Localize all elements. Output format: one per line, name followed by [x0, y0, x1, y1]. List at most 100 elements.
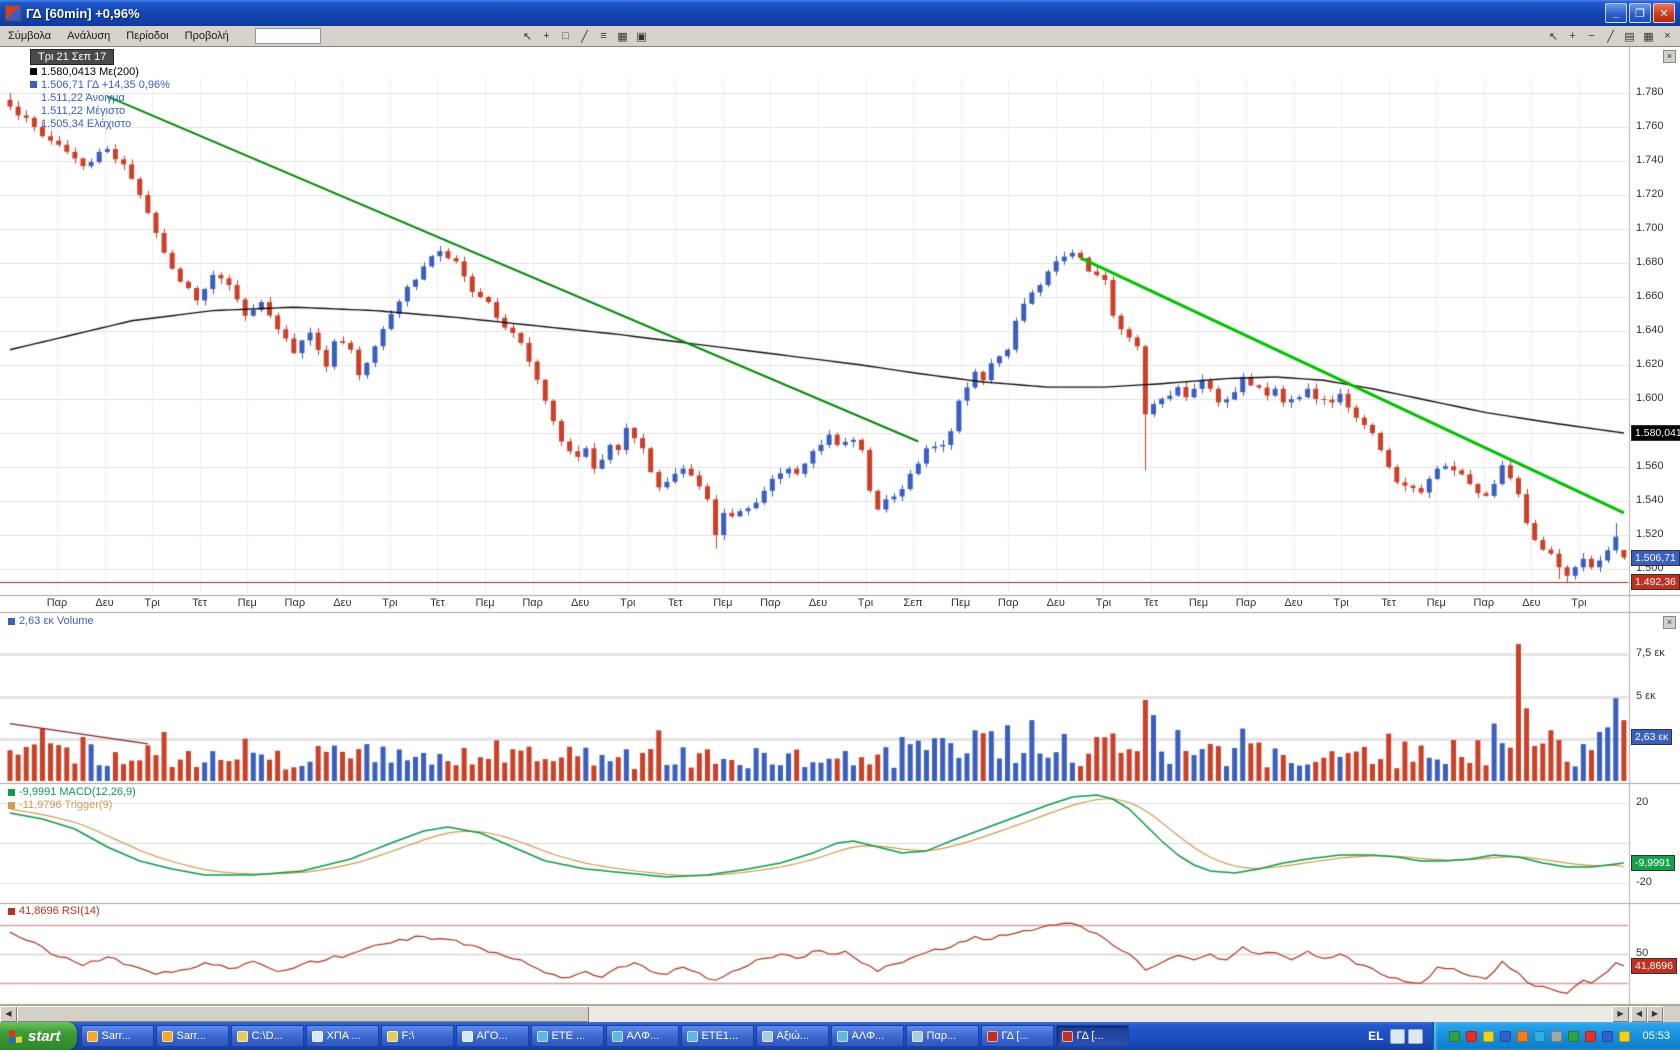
day-label: Δευ [571, 597, 590, 609]
tray-icon-9[interactable] [1585, 1030, 1597, 1042]
day-label: Σεπ [903, 597, 923, 609]
chart-canvas[interactable] [0, 47, 1680, 1005]
trendline-tool-icon[interactable]: ╱ [1607, 30, 1614, 43]
grid-tool-icon[interactable]: ▦ [617, 30, 628, 43]
tray-icon-2[interactable] [1466, 1030, 1478, 1042]
zoom-in-tool-icon[interactable]: + [543, 30, 550, 42]
day-label: Δευ [1522, 597, 1541, 609]
system-tray: 05:53 [1432, 1022, 1680, 1050]
volume-pane-close-icon[interactable]: × [1663, 616, 1676, 629]
pointer-tool-icon[interactable]: ↖ [1548, 30, 1559, 43]
language-indicator[interactable]: EL [1368, 1029, 1384, 1043]
task-button-label: ΑΛΦ... [851, 1030, 885, 1042]
price-tick: 1.700 [1636, 222, 1664, 234]
zoom-out-tool-icon[interactable]: − [1588, 30, 1595, 42]
menu-item-1[interactable]: Ανάλυση [67, 30, 111, 42]
task-button-6[interactable]: ΕΤΕ ... [530, 1025, 604, 1047]
task-button-10[interactable]: ΑΛΦ... [830, 1025, 904, 1047]
menu-item-0[interactable]: Σύμβολα [8, 30, 52, 42]
low-label: 1.505,34 Ελάχιστο [41, 117, 132, 130]
grid-tool-icon[interactable]: ▦ [1643, 30, 1654, 43]
minimize-button[interactable]: _ [1605, 3, 1627, 23]
price-tick: 1.540 [1636, 494, 1664, 506]
trendline-tool-icon[interactable]: ╱ [581, 30, 588, 43]
help-tray-icon[interactable] [1408, 1028, 1424, 1044]
input-method-icon[interactable] [1390, 1028, 1406, 1044]
macd-legend-label: -9,9991 MACD(12,26,9) [19, 786, 136, 798]
tray-icon-11[interactable] [1619, 1030, 1631, 1042]
tray-icon-4[interactable] [1500, 1030, 1512, 1042]
task-button-label: ΑΓΟ... [476, 1030, 508, 1042]
task-button-2[interactable]: C:\D... [230, 1025, 304, 1047]
tray-icon-6[interactable] [1534, 1030, 1546, 1042]
price-marker [30, 81, 37, 88]
maximize-button[interactable]: ❐ [1629, 3, 1651, 23]
ma-legend-label: 1.580,0413 Με(200) [41, 65, 139, 78]
task-button-label: ΧΠΑ ... [326, 1030, 361, 1042]
task-button-1[interactable]: Sarr... [155, 1025, 229, 1047]
task-button-4[interactable]: F:\ [380, 1025, 454, 1047]
pointer-tool-icon[interactable]: ↖ [522, 30, 533, 43]
day-label: Πεμ [475, 597, 495, 609]
window-titlebar: ΓΔ [60min] +0,96% _ ❐ ✕ [0, 0, 1680, 26]
save-tool-icon[interactable]: ▣ [636, 30, 647, 43]
scroll-extra-right-icon[interactable]: ▶ [1647, 1006, 1663, 1022]
task-button-icon [1061, 1030, 1073, 1042]
macd-tick: -20 [1636, 876, 1652, 888]
price-legend: Τρι 21 Σεπ 17 1.580,0413 Με(200) 1.506,7… [30, 49, 170, 130]
tray-icon-3[interactable] [1483, 1030, 1495, 1042]
day-label: Δευ [1284, 597, 1303, 609]
box-tool-icon[interactable]: □ [562, 30, 569, 42]
task-button-3[interactable]: ΧΠΑ ... [305, 1025, 379, 1047]
price-tick: 1.760 [1636, 120, 1664, 132]
task-button-icon [986, 1030, 998, 1042]
day-label: Τετ [1381, 597, 1397, 609]
price-pane-close-icon[interactable]: × [1663, 50, 1676, 63]
hlines-tool-icon[interactable]: ≡ [600, 30, 607, 42]
scroll-left-icon[interactable]: ◀ [0, 1006, 17, 1022]
task-button-label: ΓΔ [... [1001, 1030, 1029, 1042]
close-panel-icon[interactable]: × [1664, 30, 1671, 42]
symbol-input[interactable] [254, 28, 321, 44]
menu-item-2[interactable]: Περίοδοι [126, 30, 169, 42]
task-button-9[interactable]: Αξιώ... [755, 1025, 829, 1047]
tray-icon-10[interactable] [1602, 1030, 1614, 1042]
volume-legend: 2,63 εκ Volume [8, 615, 94, 627]
day-label: Πεμ [1426, 597, 1446, 609]
tray-icon-8[interactable] [1568, 1030, 1580, 1042]
task-button-label: Sarr... [176, 1030, 206, 1042]
cursor-date-tooltip: Τρι 21 Σεπ 17 [30, 49, 115, 65]
scrollbar-thumb[interactable] [17, 1006, 589, 1022]
chart-area: Τρι 21 Σεπ 17 1.580,0413 Με(200) 1.506,7… [0, 47, 1680, 1005]
volume-tick: 7,5 εκ [1636, 647, 1665, 660]
task-button-12[interactable]: ΓΔ [... [980, 1025, 1054, 1047]
scroll-right-icon[interactable]: ▶ [1612, 1006, 1629, 1022]
tray-icon-7[interactable] [1551, 1030, 1563, 1042]
day-label: Τετ [1143, 597, 1159, 609]
zoom-in-tool-icon[interactable]: + [1569, 30, 1576, 42]
menu-item-3[interactable]: Προβολή [184, 30, 229, 42]
day-label: Πεμ [1188, 597, 1209, 609]
close-button[interactable]: ✕ [1653, 3, 1675, 23]
task-button-icon [686, 1030, 698, 1042]
task-button-13[interactable]: ΓΔ [... [1055, 1025, 1129, 1047]
macd-legend: -9,9991 MACD(12,26,9) [8, 786, 136, 798]
tray-icon-1[interactable] [1449, 1030, 1461, 1042]
task-button-7[interactable]: ΑΛΦ... [605, 1025, 679, 1047]
price-tick: 1.680 [1636, 256, 1664, 268]
task-button-icon [761, 1030, 773, 1042]
tray-icon-5[interactable] [1517, 1030, 1529, 1042]
start-label: start [28, 1027, 61, 1045]
task-button-5[interactable]: ΑΓΟ... [455, 1025, 529, 1047]
scrollbar-corner [1664, 1006, 1680, 1022]
day-label: Παρ [1473, 597, 1495, 609]
scroll-extra-left-icon[interactable]: ◀ [1631, 1006, 1647, 1022]
task-button-icon [386, 1030, 398, 1042]
price-axis-box: 1.580,041 [1631, 424, 1680, 441]
task-button-8[interactable]: ΕΤΕ1... [680, 1025, 754, 1047]
task-button-11[interactable]: Παρ... [905, 1025, 979, 1047]
task-button-0[interactable]: Sarr... [80, 1025, 154, 1047]
layout-tool-icon[interactable]: ▤ [1624, 30, 1635, 43]
start-button[interactable]: start [0, 1022, 77, 1050]
